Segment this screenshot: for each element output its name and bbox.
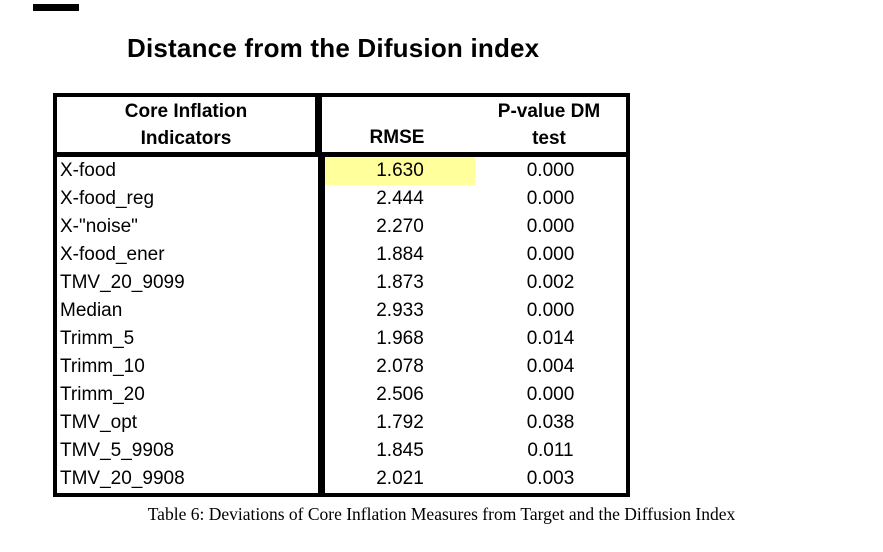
- indicator-cell: Trimm_10: [57, 353, 325, 381]
- indicator-cell: X-food_ener: [57, 241, 325, 269]
- pvalue-cell: 0.000: [526, 244, 575, 265]
- pvalue-cell: 0.014: [526, 328, 575, 349]
- pvalue-cell: 0.000: [526, 216, 575, 237]
- rmse-cell: 1.968: [376, 328, 424, 349]
- table-row: TMV_20_9099 1.873 0.002: [57, 269, 626, 297]
- core-inflation-table: Core Inflation Indicators RMSE P-value D…: [53, 93, 630, 497]
- pvalue-cell: 0.000: [526, 188, 575, 209]
- rmse-cell: 2.078: [376, 356, 424, 377]
- scan-artifact-mark: [33, 4, 79, 11]
- header-col1-line2: Indicators: [140, 127, 232, 149]
- indicator-cell: Median: [57, 297, 325, 325]
- table-row: Trimm_20 2.506 0.000: [57, 381, 626, 409]
- indicator-cell: TMV_20_9908: [57, 465, 325, 493]
- table-row: TMV_opt 1.792 0.038: [57, 409, 626, 437]
- rmse-cell: 2.444: [376, 188, 424, 209]
- indicator-cell: TMV_5_9908: [57, 437, 325, 465]
- header-col3-line2: test: [532, 127, 566, 149]
- indicator-cell: X-food_reg: [57, 185, 325, 213]
- table-row: X-food 1.630 0.000: [57, 157, 626, 185]
- indicator-cell: Trimm_20: [57, 381, 325, 409]
- pvalue-cell: 0.011: [527, 440, 574, 461]
- header-core-inflation-indicators: Core Inflation Indicators: [57, 97, 322, 152]
- pvalue-cell: 0.000: [526, 160, 575, 181]
- table-row: Trimm_10 2.078 0.004: [57, 353, 626, 381]
- table-row: TMV_20_9908 2.021 0.003: [57, 465, 626, 493]
- page-title: Distance from the Difusion index: [127, 33, 540, 63]
- rmse-cell: 1.845: [376, 440, 424, 461]
- table-row: TMV_5_9908 1.845 0.011: [57, 437, 626, 465]
- table-body: X-food 1.630 0.000 X-food_reg 2.444 0.00…: [57, 157, 626, 493]
- table-row: X-food_reg 2.444 0.000: [57, 185, 626, 213]
- table-header-row: Core Inflation Indicators RMSE P-value D…: [57, 97, 626, 157]
- rmse-cell: 1.792: [376, 412, 424, 433]
- table-row: Trimm_5 1.968 0.014: [57, 325, 626, 353]
- rmse-cell: 2.270: [376, 216, 424, 237]
- pvalue-cell: 0.004: [526, 356, 575, 377]
- rmse-cell-highlight: 1.630: [325, 157, 475, 185]
- table-caption: Table 6: Deviations of Core Inflation Me…: [147, 504, 736, 524]
- rmse-cell: 2.933: [376, 300, 424, 321]
- table-row: Median 2.933 0.000: [57, 297, 626, 325]
- header-pvalue-dm-test: P-value DM test: [472, 97, 626, 152]
- header-col1-line1: Core Inflation: [124, 100, 248, 122]
- rmse-cell: 1.873: [376, 272, 424, 293]
- pvalue-cell: 0.003: [526, 468, 575, 489]
- table-row: X-"noise" 2.270 0.000: [57, 213, 626, 241]
- rmse-cell: 2.021: [376, 468, 424, 489]
- rmse-cell: 2.506: [376, 384, 424, 405]
- pvalue-cell: 0.038: [526, 412, 575, 433]
- table-row: X-food_ener 1.884 0.000: [57, 241, 626, 269]
- pvalue-cell: 0.000: [526, 384, 575, 405]
- pvalue-cell: 0.000: [526, 300, 575, 321]
- rmse-cell: 1.884: [376, 244, 424, 265]
- indicator-cell: Trimm_5: [57, 325, 325, 353]
- indicator-cell: X-"noise": [57, 213, 325, 241]
- header-col3-line1: P-value DM: [497, 100, 601, 122]
- indicator-cell: X-food: [57, 157, 325, 185]
- header-rmse: RMSE: [369, 127, 425, 148]
- pvalue-cell: 0.002: [526, 272, 575, 293]
- indicator-cell: TMV_opt: [57, 409, 325, 437]
- indicator-cell: TMV_20_9099: [57, 269, 325, 297]
